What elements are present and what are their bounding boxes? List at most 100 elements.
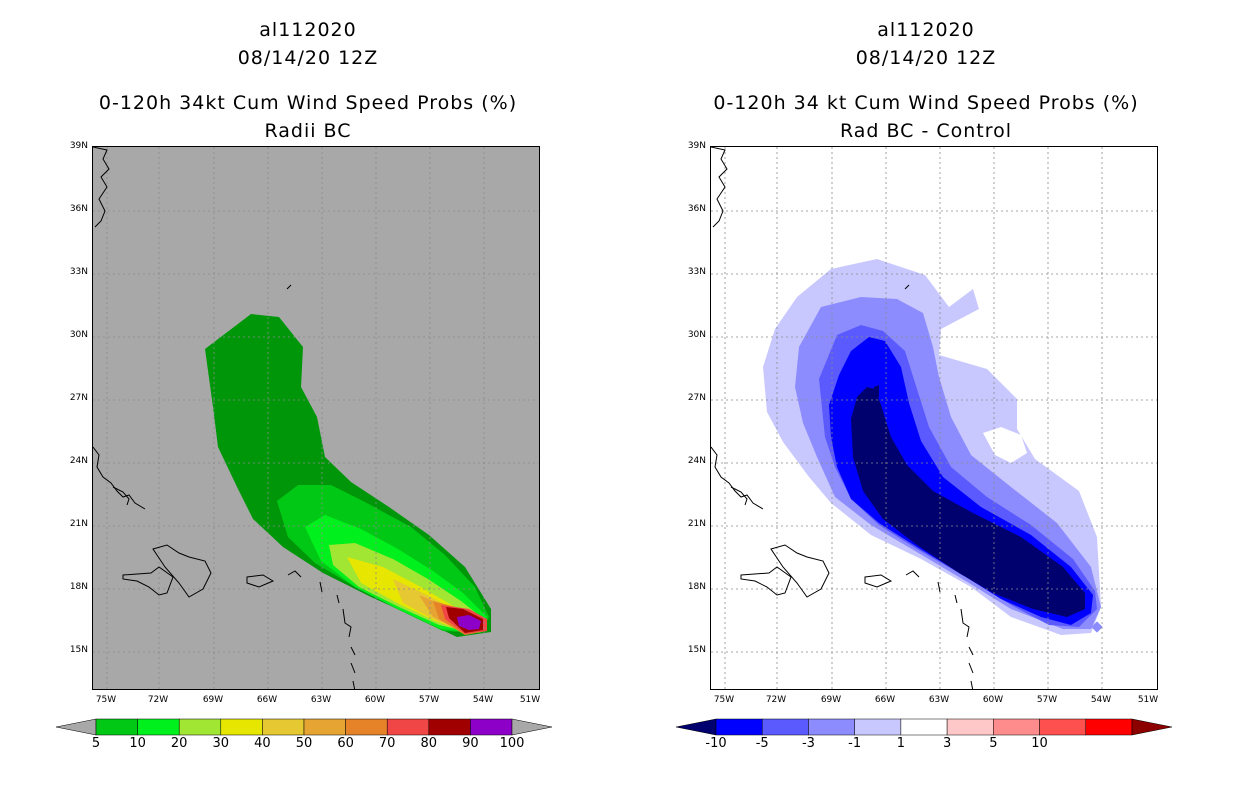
lat-label: 39N <box>687 141 706 151</box>
colorbar-swatch <box>220 718 263 736</box>
colorbar-swatch <box>303 718 346 736</box>
lat-label: 18N <box>69 582 88 592</box>
colorbar-label: 10 <box>129 736 146 751</box>
colorbar-label: 1 <box>896 736 906 751</box>
lat-label: 24N <box>69 456 88 466</box>
colorbar-swatch <box>428 718 471 736</box>
colorbar-swatch <box>262 718 305 736</box>
colorbar-swatch <box>900 718 948 736</box>
right-colorbar: -10 -5 -3 -1 1 3 5 10 <box>676 717 1172 757</box>
diff-isolated-point <box>1091 621 1103 633</box>
diff-contour-zero-hole <box>983 427 1027 463</box>
colorbar-label: 70 <box>378 736 396 751</box>
colorbar-label: 5 <box>989 736 998 751</box>
colorbar-label: -1 <box>848 736 862 751</box>
lat-label: 33N <box>687 267 706 277</box>
colorbar-label: -5 <box>755 736 769 751</box>
colorbar-swatch <box>95 718 138 736</box>
colorbar-label: -10 <box>705 736 727 751</box>
colorbar-swatch <box>345 718 388 736</box>
lat-label: 30N <box>687 330 706 340</box>
colorbar-swatch <box>993 718 1040 736</box>
left-title: 0-120h 34kt Cum Wind Speed Probs (%) <box>98 92 518 114</box>
colorbar-label: 80 <box>420 736 438 751</box>
left-storm-id: al112020 <box>259 19 357 41</box>
lon-label: 54W <box>472 695 494 705</box>
coastlines <box>711 147 974 689</box>
colorbar-swatch <box>1039 718 1087 736</box>
lon-label: 75W <box>713 695 735 705</box>
lat-label: 30N <box>69 330 88 340</box>
map-gridlines <box>711 147 1157 689</box>
colorbar-label: 40 <box>254 736 271 751</box>
colorbar-label: 90 <box>462 736 479 751</box>
colorbar-swatch <box>386 718 430 736</box>
lon-label: 69W <box>202 695 224 705</box>
left-probability-map[interactable] <box>92 146 540 690</box>
lat-label: 36N <box>69 204 88 214</box>
lat-label: 21N <box>69 519 88 529</box>
right-title: 0-120h 34 kt Cum Wind Speed Probs (%) <box>713 92 1139 114</box>
colorbar-swatch <box>470 718 513 736</box>
colorbar-label: 20 <box>170 736 188 751</box>
lon-label: 72W <box>765 695 787 705</box>
right-datetime: 08/14/20 12Z <box>855 47 997 69</box>
lon-label: 51W <box>1137 695 1159 705</box>
colorbar-swatch <box>946 718 994 736</box>
lon-label: 54W <box>1090 695 1112 705</box>
prob-contour-100 <box>457 615 481 630</box>
left-subtitle: Radii BC <box>264 120 352 142</box>
left-colorbar: 5 10 20 30 40 50 60 70 80 90 100 <box>56 717 552 757</box>
diff-contour-center-core <box>873 385 879 399</box>
colorbar-extend-low <box>56 718 97 736</box>
colorbar-extend-high <box>1131 718 1172 736</box>
left-map-canvas <box>93 147 539 689</box>
lat-label: 33N <box>69 267 88 277</box>
lat-label: 18N <box>687 582 706 592</box>
map-gridlines <box>93 147 539 689</box>
colorbar-swatch <box>137 718 180 736</box>
right-subtitle: Rad BC - Control <box>839 120 1013 142</box>
colorbar-label: -3 <box>801 736 815 751</box>
colorbar-label: 10 <box>1031 736 1048 751</box>
coastlines <box>93 147 356 689</box>
colorbar-extend-low <box>676 718 717 736</box>
lat-label: 39N <box>69 141 88 151</box>
lon-label: 66W <box>874 695 896 705</box>
colorbar-swatch <box>761 718 809 736</box>
lat-label: 21N <box>687 519 706 529</box>
colorbar-label: 5 <box>91 736 101 751</box>
lat-label: 15N <box>69 645 88 655</box>
lon-label: 63W <box>310 695 332 705</box>
colorbar-swatch <box>178 718 222 736</box>
lon-label: 75W <box>95 695 117 705</box>
right-map-canvas <box>711 147 1157 689</box>
lon-label: 60W <box>364 695 386 705</box>
lon-label: 60W <box>982 695 1004 705</box>
left-datetime: 08/14/20 12Z <box>237 47 379 69</box>
colorbar-label: 30 <box>212 736 230 751</box>
lon-label: 72W <box>147 695 169 705</box>
lat-label: 36N <box>687 204 706 214</box>
lat-label: 15N <box>687 645 706 655</box>
lon-label: 51W <box>519 695 541 705</box>
right-storm-id: al112020 <box>877 19 975 41</box>
colorbar-label: 3 <box>942 736 952 751</box>
colorbar-swatch <box>1085 718 1133 736</box>
lat-label: 24N <box>687 456 706 466</box>
diff-contour-below-minus-10 <box>851 387 1085 617</box>
lat-label: 27N <box>687 393 706 403</box>
lat-label: 27N <box>69 393 88 403</box>
colorbar-swatch <box>854 718 902 736</box>
lon-label: 57W <box>418 695 440 705</box>
colorbar-label: 50 <box>295 736 313 751</box>
right-difference-map[interactable] <box>710 146 1158 690</box>
colorbar-label: 60 <box>337 736 354 751</box>
lon-label: 66W <box>256 695 278 705</box>
colorbar-extend-high <box>511 718 552 736</box>
lon-label: 57W <box>1036 695 1058 705</box>
colorbar-swatch <box>808 718 855 736</box>
colorbar-label: 100 <box>499 736 525 751</box>
colorbar-swatch <box>715 718 763 736</box>
lon-label: 69W <box>820 695 842 705</box>
